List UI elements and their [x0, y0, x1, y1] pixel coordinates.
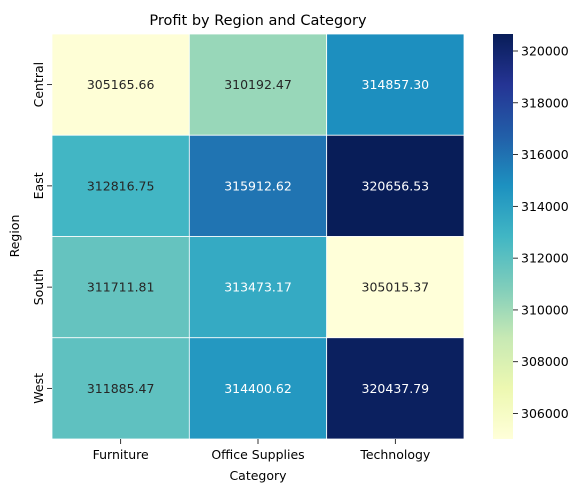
heatmap-cell-east-1 — [188, 134, 328, 237]
heatmap-cell-central-2 — [326, 33, 465, 136]
colorbar-tick-label: 314000 — [521, 199, 569, 214]
x-tick-label: Office Supplies — [211, 447, 304, 462]
cell-value-label: 310192.47 — [224, 77, 292, 92]
heatmap-cell-south-0 — [51, 236, 190, 339]
cell-value-label: 320437.79 — [362, 381, 430, 396]
heatmap-cell-east-2 — [326, 134, 465, 237]
y-axis-label: Region — [7, 215, 22, 258]
colorbar — [493, 34, 513, 439]
cell-value-label: 305015.37 — [362, 280, 430, 295]
heatmap-cell-east-0 — [51, 134, 190, 237]
heatmap-cell-west-0 — [51, 337, 190, 440]
colorbar-tick-label: 310000 — [521, 302, 569, 317]
cell-value-label: 314857.30 — [362, 77, 430, 92]
y-tick-label: West — [31, 373, 46, 404]
x-axis: Furniture Office Supplies Technology — [93, 439, 431, 462]
y-axis: Central East South West — [31, 62, 52, 404]
chart-title: Profit by Region and Category — [149, 13, 367, 29]
cell-value-label: 315912.62 — [224, 178, 292, 193]
colorbar-tick-label: 320000 — [521, 43, 569, 58]
colorbar-tick-label: 312000 — [521, 251, 569, 266]
heatmap-cell-central-0 — [51, 33, 190, 136]
y-tick-label: South — [31, 269, 46, 305]
heatmap-cell-south-1 — [188, 236, 328, 339]
cell-value-label: 311885.47 — [87, 381, 155, 396]
cell-value-label: 311711.81 — [87, 280, 155, 295]
cell-value-label: 320656.53 — [362, 178, 430, 193]
heatmap-cells — [51, 33, 465, 440]
cell-value-label: 312816.75 — [87, 178, 155, 193]
cell-value-label: 314400.62 — [224, 381, 292, 396]
colorbar-tick-label: 318000 — [521, 95, 569, 110]
colorbar-tick-label: 308000 — [521, 354, 569, 369]
heatmap-cell-labels: 305165.66 310192.47 314857.30 312816.75 3159… — [87, 77, 429, 396]
heatmap-cell-west-2 — [326, 337, 465, 440]
x-tick-label: Technology — [359, 447, 431, 462]
x-axis-label: Category — [229, 468, 287, 483]
colorbar-tick-label: 306000 — [521, 406, 569, 421]
cell-value-label: 305165.66 — [87, 77, 155, 92]
heatmap-cell-central-1 — [188, 33, 328, 136]
colorbar-tick-label: 316000 — [521, 147, 569, 162]
cell-value-label: 313473.17 — [224, 280, 292, 295]
y-tick-label: Central — [31, 62, 46, 108]
colorbar-ticks: 306000 308000 310000 312000 314000 316000 3180… — [513, 43, 569, 421]
y-tick-label: East — [31, 172, 46, 199]
x-tick-label: Furniture — [93, 447, 149, 462]
